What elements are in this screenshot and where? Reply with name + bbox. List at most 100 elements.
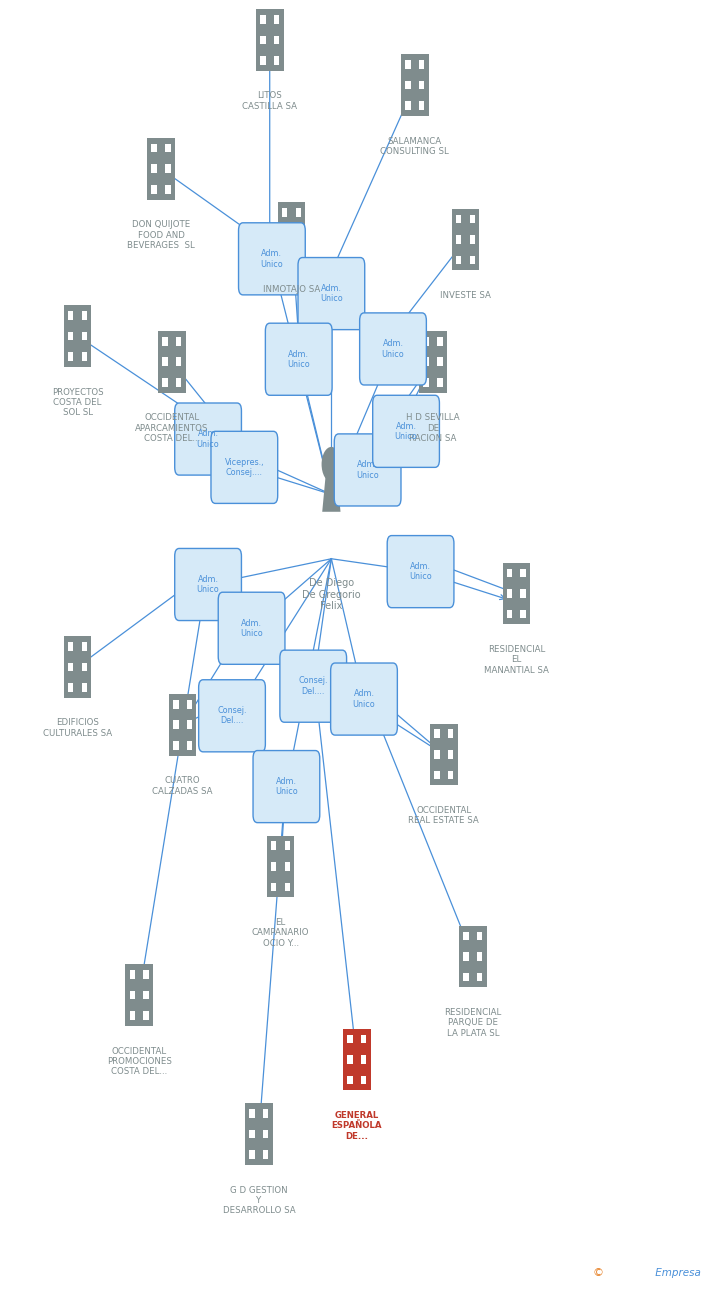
Bar (245, 1103, 272, 1165)
Bar (470, 235, 475, 244)
Bar (477, 973, 483, 982)
Bar (282, 208, 288, 217)
Bar (459, 926, 486, 987)
FancyBboxPatch shape (239, 223, 305, 295)
Bar (419, 102, 424, 110)
Bar (68, 352, 74, 361)
Bar (282, 249, 288, 258)
Bar (249, 1151, 255, 1160)
Bar (64, 306, 91, 366)
Text: OCCIDENTAL
REAL ESTATE SA: OCCIDENTAL REAL ESTATE SA (408, 806, 479, 826)
Bar (361, 1055, 366, 1064)
Bar (151, 143, 157, 152)
Bar (147, 138, 175, 200)
Text: RESIDENCIAL
EL
MANANTIAL SA: RESIDENCIAL EL MANANTIAL SA (484, 645, 549, 675)
Bar (521, 610, 526, 618)
Bar (162, 378, 167, 387)
Bar (249, 1130, 255, 1139)
FancyBboxPatch shape (334, 433, 401, 506)
Bar (187, 721, 192, 729)
Bar (187, 700, 192, 708)
Bar (173, 700, 178, 708)
Bar (456, 255, 462, 264)
Bar (463, 973, 469, 982)
Text: OCCIDENTAL
PROMOCIONES
COSTA DEL...: OCCIDENTAL PROMOCIONES COSTA DEL... (107, 1046, 172, 1076)
Bar (507, 590, 513, 597)
Text: CUATRO
CALZADAS SA: CUATRO CALZADAS SA (152, 777, 213, 796)
Bar (452, 209, 479, 271)
Bar (249, 1109, 255, 1118)
Bar (187, 740, 192, 749)
Bar (68, 332, 74, 341)
Text: SALAMANCA
CONSULTING SL: SALAMANCA CONSULTING SL (381, 137, 449, 156)
Bar (271, 862, 277, 871)
Bar (401, 54, 429, 116)
Bar (434, 770, 440, 779)
FancyBboxPatch shape (280, 650, 347, 722)
Bar (405, 61, 411, 68)
Text: Adm.
Unico: Adm. Unico (261, 249, 283, 268)
Bar (423, 337, 429, 346)
Text: Adm.
Unico: Adm. Unico (320, 284, 343, 303)
Bar (82, 642, 87, 650)
Bar (470, 255, 475, 264)
Text: Adm.
Unico: Adm. Unico (352, 689, 376, 708)
Bar (165, 143, 170, 152)
Bar (405, 102, 411, 110)
Text: De Diego
De Gregorio
Felix: De Diego De Gregorio Felix (302, 578, 360, 611)
Bar (158, 332, 186, 392)
Bar (165, 184, 170, 194)
FancyBboxPatch shape (331, 663, 397, 735)
Bar (434, 729, 440, 738)
Bar (165, 164, 170, 173)
Bar (68, 311, 74, 320)
Text: Adm.
Unico: Adm. Unico (197, 575, 219, 595)
Bar (274, 15, 280, 23)
FancyBboxPatch shape (298, 258, 365, 330)
Bar (347, 1055, 352, 1064)
Bar (263, 1130, 269, 1139)
Bar (405, 81, 411, 89)
Bar (68, 642, 74, 650)
Bar (143, 1011, 149, 1020)
Bar (361, 1035, 366, 1044)
Text: DON QUIJOTE
FOOD AND
BEVERAGES  SL: DON QUIJOTE FOOD AND BEVERAGES SL (127, 221, 195, 250)
Bar (361, 1076, 366, 1085)
Bar (434, 749, 440, 759)
Text: RESIDENCIAL
PARQUE DE
LA PLATA SL: RESIDENCIAL PARQUE DE LA PLATA SL (444, 1007, 502, 1037)
FancyBboxPatch shape (253, 751, 320, 823)
Bar (448, 770, 454, 779)
Bar (176, 357, 181, 366)
FancyBboxPatch shape (175, 548, 242, 620)
Bar (130, 970, 135, 979)
FancyBboxPatch shape (387, 535, 454, 608)
Bar (173, 721, 178, 729)
Bar (463, 952, 469, 961)
Text: LITOS
CASTILLA SA: LITOS CASTILLA SA (242, 92, 297, 111)
Bar (343, 1028, 371, 1090)
FancyBboxPatch shape (199, 680, 266, 752)
Bar (125, 964, 153, 1026)
Bar (274, 36, 280, 44)
Bar (169, 694, 197, 756)
Bar (463, 931, 469, 940)
Bar (347, 1035, 352, 1044)
Bar (130, 1011, 135, 1020)
Text: H D SEVILLA
DE
RACION SA: H D SEVILLA DE RACION SA (406, 413, 459, 442)
Bar (456, 214, 462, 223)
FancyBboxPatch shape (175, 402, 242, 475)
Text: Adm.
Unico: Adm. Unico (275, 777, 298, 796)
Bar (173, 740, 178, 749)
Bar (448, 749, 454, 759)
Bar (282, 228, 288, 237)
FancyBboxPatch shape (373, 395, 440, 467)
Bar (296, 249, 301, 258)
Bar (521, 569, 526, 577)
Text: Adm.
Unico: Adm. Unico (288, 350, 310, 369)
Bar (143, 991, 149, 1000)
Bar (130, 991, 135, 1000)
Bar (82, 684, 87, 691)
Text: Adm.
Unico: Adm. Unico (395, 422, 417, 441)
Bar (256, 9, 283, 71)
Bar (68, 684, 74, 691)
